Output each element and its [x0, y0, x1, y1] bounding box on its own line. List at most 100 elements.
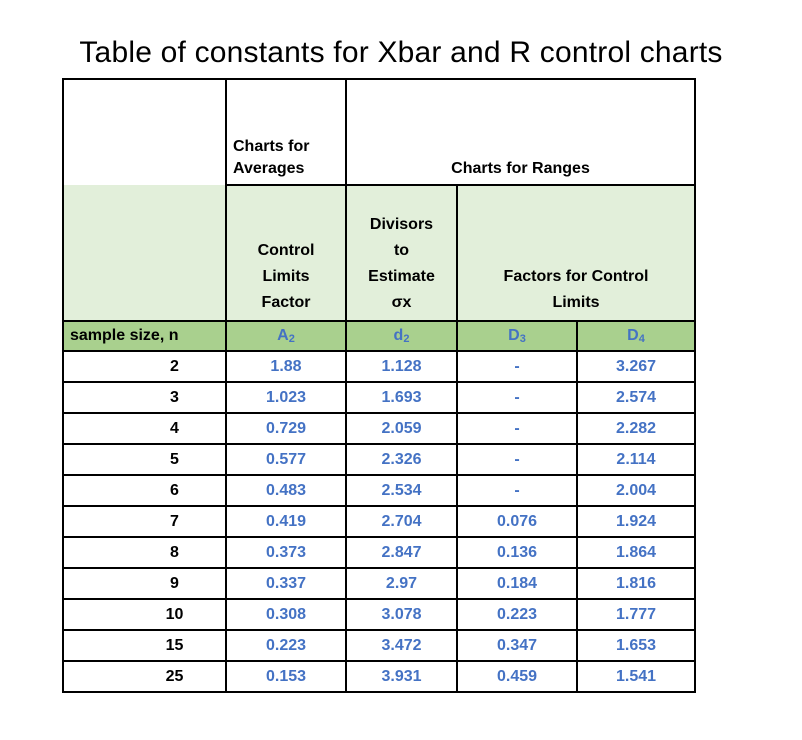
d4-cell: 3.267	[576, 350, 696, 383]
a2-cell: 0.577	[225, 443, 347, 476]
charts-for-averages-header: Charts for Averages	[225, 78, 347, 185]
d4-cell: 1.816	[576, 567, 696, 600]
table-row: 7 0.419 2.704 0.076 1.924	[62, 505, 696, 538]
charts-for-ranges-header: Charts for Ranges	[345, 78, 696, 185]
table-row: 4 0.729 2.059-2.282	[62, 412, 696, 445]
d2-cell: 2.326	[345, 443, 458, 476]
d3-symbol-base: D	[508, 327, 520, 344]
a2-cell: 1.023	[225, 381, 347, 414]
a2-cell: 0.153	[225, 660, 347, 693]
divisors-line3: Estimate	[368, 268, 435, 285]
d3-symbol-header: D3	[456, 320, 578, 352]
sample-size-cell: 15	[62, 629, 227, 662]
d4-cell: 2.574	[576, 381, 696, 414]
d3-cell: -	[456, 443, 578, 476]
table-row: 15 0.223 3.472 0.347 1.653	[62, 629, 696, 662]
d3-cell: 0.076	[456, 505, 578, 538]
sample-size-cell: 6	[62, 474, 227, 507]
sample-size-cell: 10	[62, 598, 227, 631]
sample-size-cell: 25	[62, 660, 227, 693]
a2-cell: 0.308	[225, 598, 347, 631]
divisors-line2: to	[393, 242, 410, 259]
table-row: 10 0.308 3.078 0.223 1.777	[62, 598, 696, 631]
corner-cell	[62, 78, 227, 185]
d3-cell: 0.459	[456, 660, 578, 693]
d4-symbol-sub: 4	[638, 333, 645, 345]
sample-size-cell: 3	[62, 381, 227, 414]
a2-cell: 0.373	[225, 536, 347, 569]
d4-cell: 1.864	[576, 536, 696, 569]
factors-line2: Limits	[552, 294, 600, 311]
header-row-1: Charts for Averages Charts for Ranges	[62, 78, 696, 185]
d3-cell: 0.223	[456, 598, 578, 631]
divisors-line1: Divisors	[369, 216, 434, 233]
d4-cell: 2.282	[576, 412, 696, 445]
factors-for-control-limits-header: Factors for Control Limits	[456, 184, 696, 322]
d3-cell: -	[456, 474, 578, 507]
a2-symbol-sub: 2	[288, 333, 295, 345]
d3-cell: 0.136	[456, 536, 578, 569]
d4-cell: 1.924	[576, 505, 696, 538]
d3-cell: 0.184	[456, 567, 578, 600]
a2-cell: 1.88	[225, 350, 347, 383]
table-row: 2 1.88 1.128-3.267	[62, 350, 696, 383]
d2-cell: 3.078	[345, 598, 458, 631]
factors-line1: Factors for Control	[503, 268, 649, 285]
sample-size-cell: 2	[62, 350, 227, 383]
d2-cell: 3.931	[345, 660, 458, 693]
d2-cell: 3.472	[345, 629, 458, 662]
table-row: 9 0.337 2.97 0.184 1.816	[62, 567, 696, 600]
sample-size-cell: 4	[62, 412, 227, 445]
a2-cell: 0.729	[225, 412, 347, 445]
a2-cell: 0.483	[225, 474, 347, 507]
a2-symbol-base: A	[277, 327, 289, 344]
d3-cell: 0.347	[456, 629, 578, 662]
a2-cell: 0.223	[225, 629, 347, 662]
table-row: 25 0.153 3.931 0.459 1.541	[62, 660, 696, 693]
d4-cell: 1.777	[576, 598, 696, 631]
control-limits-line2: Limits	[262, 268, 310, 285]
d2-symbol-sub: 2	[403, 333, 410, 345]
header-row-2: Control Limits Factor Divisors to Estima…	[62, 184, 696, 322]
d3-cell: -	[456, 412, 578, 445]
divisors-header: Divisors to Estimate σx	[345, 184, 458, 322]
control-limits-factor-header: Control Limits Factor	[225, 184, 347, 322]
a2-cell: 0.337	[225, 567, 347, 600]
table-row: 8 0.373 2.847 0.136 1.864	[62, 536, 696, 569]
table-row: 6 0.483 2.534-2.004	[62, 474, 696, 507]
d2-cell: 2.534	[345, 474, 458, 507]
d2-cell: 1.693	[345, 381, 458, 414]
sample-size-cell: 9	[62, 567, 227, 600]
d4-cell: 2.114	[576, 443, 696, 476]
d3-cell: -	[456, 350, 578, 383]
d2-cell: 2.97	[345, 567, 458, 600]
d4-cell: 1.541	[576, 660, 696, 693]
a2-cell: 0.419	[225, 505, 347, 538]
d4-symbol-base: D	[627, 327, 639, 344]
d2-cell: 2.847	[345, 536, 458, 569]
header-blank-cell	[62, 185, 227, 322]
d4-cell: 1.653	[576, 629, 696, 662]
page-title: Table of constants for Xbar and R contro…	[79, 36, 723, 69]
sample-size-header: sample size, n	[62, 320, 227, 352]
table-row: 3 1.023 1.693-2.574	[62, 381, 696, 414]
d2-cell: 1.128	[345, 350, 458, 383]
sample-size-cell: 7	[62, 505, 227, 538]
charts-for-averages-line1: Charts for	[233, 138, 310, 155]
constants-table: Charts for Averages Charts for Ranges Co…	[62, 78, 696, 693]
table-row: 5 0.577 2.326-2.114	[62, 443, 696, 476]
header-row-3: sample size, n A2 d2 D3 D4	[62, 320, 696, 352]
charts-for-averages-line2: Averages	[233, 160, 305, 177]
a2-symbol-header: A2	[225, 320, 347, 352]
d4-cell: 2.004	[576, 474, 696, 507]
d2-symbol-base: d	[393, 327, 404, 344]
sample-size-cell: 8	[62, 536, 227, 569]
divisors-line4: σx	[391, 294, 412, 311]
d4-symbol-header: D4	[576, 320, 696, 352]
d3-cell: -	[456, 381, 578, 414]
d2-cell: 2.704	[345, 505, 458, 538]
sample-size-cell: 5	[62, 443, 227, 476]
d2-symbol-header: d2	[345, 320, 458, 352]
d2-cell: 2.059	[345, 412, 458, 445]
control-limits-line1: Control	[257, 242, 315, 259]
